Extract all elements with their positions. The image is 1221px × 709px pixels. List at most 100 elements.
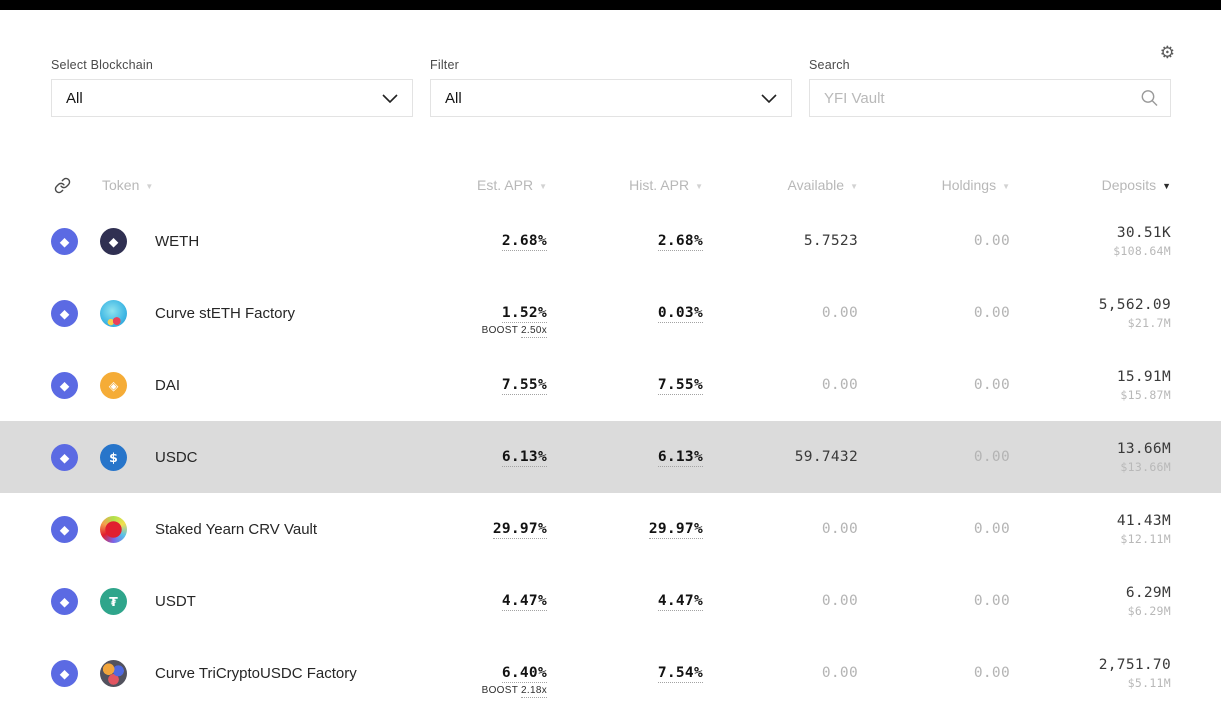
vault-row[interactable]: ◆ Curve TriCryptoUSDC Factory 6.40% BOOS… xyxy=(0,637,1221,709)
est-apr-cell: 4.47% xyxy=(387,592,547,611)
blockchain-select[interactable]: All xyxy=(51,79,413,117)
available-cell: 0.00 xyxy=(703,376,858,394)
est-apr-value: 6.40% xyxy=(501,665,547,683)
blockchain-control: Select Blockchain All xyxy=(51,58,413,117)
vault-row[interactable]: ◆ Staked Yearn CRV Vault 29.97% 29.97% 0… xyxy=(0,493,1221,565)
sort-icon: ▼ xyxy=(539,182,547,191)
deposits-cell: 41.43M $12.11M xyxy=(1010,513,1171,546)
hist-apr-value: 2.68% xyxy=(657,233,703,251)
search-input[interactable] xyxy=(810,80,1170,116)
available-cell: 0.00 xyxy=(703,520,858,538)
deposits-value: 15.91M xyxy=(1116,368,1171,385)
ethereum-network-icon: ◆ xyxy=(51,443,78,471)
column-holdings[interactable]: Holdings ▼ xyxy=(941,177,1010,193)
deposits-value: 5,562.09 xyxy=(1098,296,1171,313)
chain-link-icon[interactable] xyxy=(54,177,71,194)
vault-row[interactable]: ◆ ₮ USDT 4.47% 4.47% 0.00 0.00 6.29M $6.… xyxy=(0,565,1221,637)
row-icons: ◆ xyxy=(51,299,155,327)
holdings-value: 0.00 xyxy=(973,305,1010,321)
curve-steth-token-icon xyxy=(100,299,127,327)
deposits-value: 2,751.70 xyxy=(1098,656,1171,673)
holdings-cell: 0.00 xyxy=(858,592,1010,610)
est-apr-value: 29.97% xyxy=(492,521,547,539)
est-apr-cell: 6.40% BOOST 2.18x xyxy=(387,664,547,698)
ethereum-network-icon: ◆ xyxy=(51,371,78,399)
token-name: Curve TriCryptoUSDC Factory xyxy=(155,664,357,682)
hist-apr-cell: 0.03% xyxy=(547,304,703,323)
boost-label: BOOST 2.50x xyxy=(481,325,547,338)
available-cell: 59.7432 xyxy=(703,448,858,466)
est-apr-value: 2.68% xyxy=(501,233,547,251)
vault-row[interactable]: ◆ $ USDC 6.13% 6.13% 59.7432 0.00 13.66M… xyxy=(0,421,1221,493)
deposits-cell: 13.66M $13.66M xyxy=(1010,441,1171,474)
row-icons: ◆ ◈ xyxy=(51,371,155,399)
est-apr-value: 4.47% xyxy=(501,593,547,611)
hist-apr-cell: 7.55% xyxy=(547,376,703,395)
dai-token-icon: ◈ xyxy=(100,371,127,399)
deposits-value: 41.43M xyxy=(1116,512,1171,529)
vault-row[interactable]: ◆ ◈ DAI 7.55% 7.55% 0.00 0.00 15.91M $15… xyxy=(0,349,1221,421)
holdings-cell: 0.00 xyxy=(858,520,1010,538)
usdt-token-icon: ₮ xyxy=(100,587,127,615)
column-hist-apr[interactable]: Hist. APR ▼ xyxy=(629,177,703,193)
deposits-usd-value: $13.66M xyxy=(1120,459,1171,474)
token-name: USDC xyxy=(155,448,198,466)
token-name: Staked Yearn CRV Vault xyxy=(155,520,318,538)
ethereum-network-icon: ◆ xyxy=(51,587,78,615)
holdings-cell: 0.00 xyxy=(858,232,1010,250)
row-icons: ◆ xyxy=(51,515,155,543)
available-value: 5.7523 xyxy=(803,233,858,249)
deposits-value: 6.29M xyxy=(1125,584,1171,601)
blockchain-select-label: Select Blockchain xyxy=(51,58,154,72)
deposits-usd-value: $108.64M xyxy=(1113,243,1171,258)
filter-controls: Select Blockchain All Filter All Search xyxy=(51,58,1171,117)
available-cell: 5.7523 xyxy=(703,232,858,250)
row-icons: ◆ $ xyxy=(51,443,155,471)
available-value: 0.00 xyxy=(821,305,858,321)
row-icons: ◆ xyxy=(51,659,155,687)
hist-apr-value: 0.03% xyxy=(657,305,703,323)
est-apr-value: 7.55% xyxy=(501,377,547,395)
est-apr-cell: 6.13% xyxy=(387,448,547,467)
search-icon xyxy=(1140,89,1159,108)
column-token[interactable]: Token ▼ xyxy=(102,177,154,193)
token-name: WETH xyxy=(155,232,200,250)
hist-apr-value: 7.54% xyxy=(657,665,703,683)
deposits-value: 13.66M xyxy=(1116,440,1171,457)
est-apr-cell: 1.52% BOOST 2.50x xyxy=(387,304,547,338)
sort-desc-icon: ▼ xyxy=(1162,181,1171,191)
deposits-usd-value: $5.11M xyxy=(1127,675,1171,690)
column-deposits[interactable]: Deposits ▼ xyxy=(1101,177,1171,193)
available-cell: 0.00 xyxy=(703,304,858,322)
ethereum-network-icon: ◆ xyxy=(51,227,78,255)
available-value: 0.00 xyxy=(821,665,858,681)
holdings-cell: 0.00 xyxy=(858,664,1010,682)
token-name: DAI xyxy=(155,376,181,394)
blockchain-select-value: All xyxy=(66,89,83,107)
vault-row[interactable]: ◆ ◆ WETH 2.68% 2.68% 5.7523 0.00 30.51K … xyxy=(0,205,1221,277)
holdings-value: 0.00 xyxy=(973,593,1010,609)
vault-row[interactable]: ◆ Curve stETH Factory 1.52% BOOST 2.50x … xyxy=(0,277,1221,349)
hist-apr-cell: 7.54% xyxy=(547,664,703,683)
ethereum-network-icon: ◆ xyxy=(51,515,78,543)
column-est-apr[interactable]: Est. APR ▼ xyxy=(477,177,547,193)
holdings-value: 0.00 xyxy=(973,233,1010,249)
weth-token-icon: ◆ xyxy=(100,227,127,255)
ethereum-network-icon: ◆ xyxy=(51,659,78,687)
hist-apr-value: 29.97% xyxy=(648,521,703,539)
usdc-token-icon: $ xyxy=(100,443,127,471)
top-bar xyxy=(0,0,1221,10)
deposits-cell: 2,751.70 $5.11M xyxy=(1010,657,1171,690)
filter-select[interactable]: All xyxy=(430,79,792,117)
available-value: 0.00 xyxy=(821,377,858,393)
staked-yearn-crv-token-icon xyxy=(100,515,127,543)
column-available[interactable]: Available ▼ xyxy=(787,177,858,193)
est-apr-value: 6.13% xyxy=(501,449,547,467)
settings-gear-icon[interactable]: ⚙ xyxy=(1159,43,1175,62)
chevron-down-icon xyxy=(761,90,777,107)
deposits-usd-value: $21.7M xyxy=(1127,315,1171,330)
deposits-cell: 6.29M $6.29M xyxy=(1010,585,1171,618)
deposits-usd-value: $15.87M xyxy=(1120,387,1171,402)
est-apr-cell: 7.55% xyxy=(387,376,547,395)
holdings-value: 0.00 xyxy=(973,449,1010,465)
